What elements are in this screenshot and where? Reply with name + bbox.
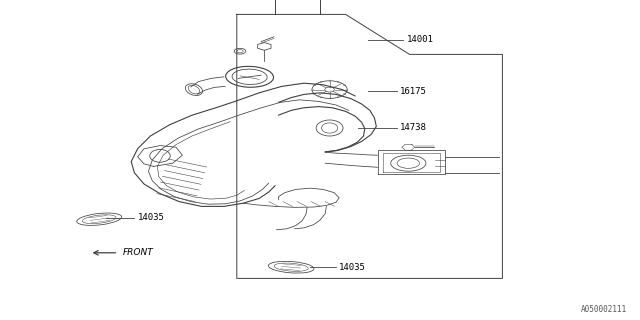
Text: 14035: 14035 xyxy=(138,213,164,222)
Text: A050002111: A050002111 xyxy=(581,305,627,314)
Text: FRONT: FRONT xyxy=(123,248,154,257)
Text: 14035: 14035 xyxy=(339,263,366,272)
Text: 14738: 14738 xyxy=(400,124,427,132)
Text: 14001: 14001 xyxy=(406,36,433,44)
Text: 16175: 16175 xyxy=(400,87,427,96)
